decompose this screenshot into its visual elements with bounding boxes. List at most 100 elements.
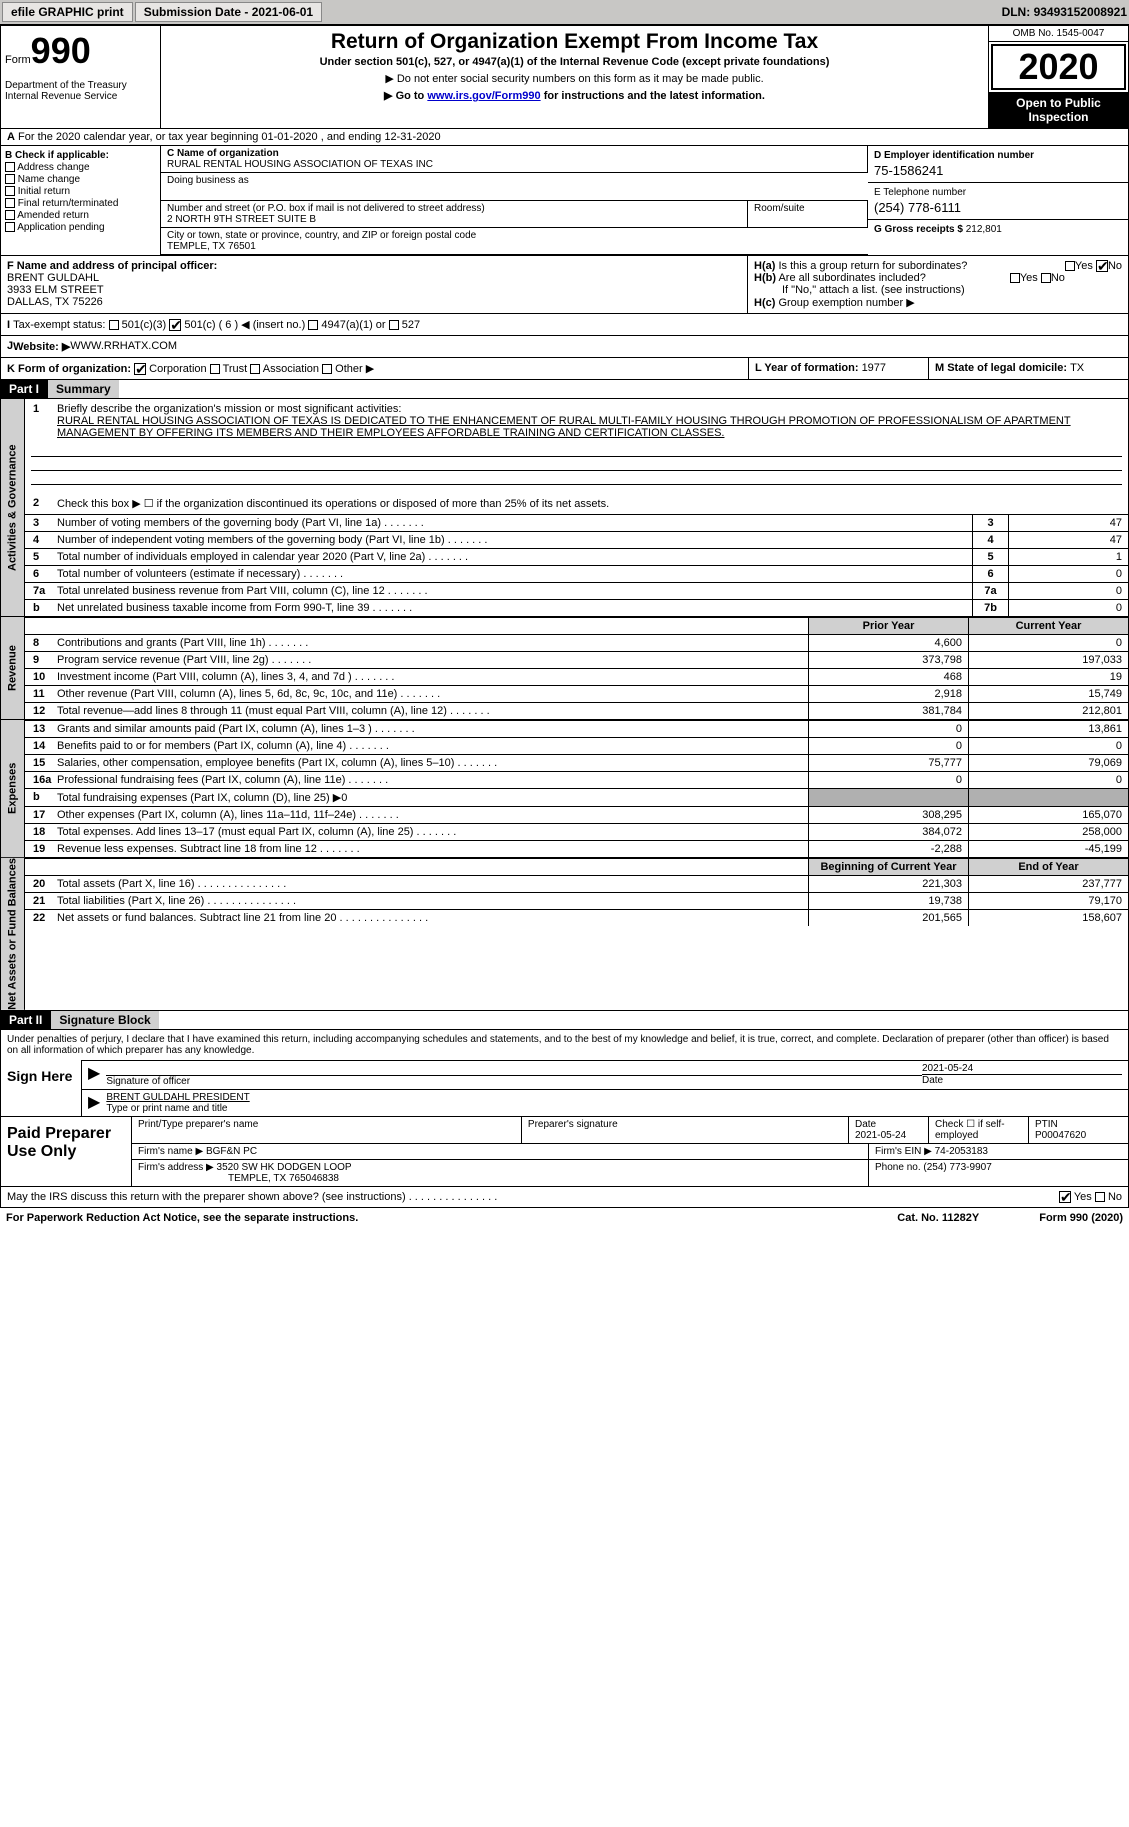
dln: DLN: 93493152008921 xyxy=(1002,5,1127,19)
balance-line-21: 21Total liabilities (Part X, line 26)19,… xyxy=(25,892,1128,909)
part2-header-row: Part IISignature Block xyxy=(0,1011,1129,1030)
revenue-line-11: 11Other revenue (Part VIII, column (A), … xyxy=(25,685,1128,702)
current-year-header: Current Year xyxy=(968,618,1128,634)
tel-value: (254) 778-6111 xyxy=(874,200,1122,215)
room-label: Room/suite xyxy=(754,203,805,214)
begin-year-header: Beginning of Current Year xyxy=(808,859,968,875)
chk-initial-return[interactable] xyxy=(5,186,15,196)
chk-4947[interactable] xyxy=(308,320,318,330)
preparer-block: Paid Preparer Use Only Print/Type prepar… xyxy=(0,1117,1129,1187)
website-value: WWW.RRHATX.COM xyxy=(70,340,177,353)
tel-label: E Telephone number xyxy=(874,187,966,198)
chk-ha-no[interactable] xyxy=(1096,260,1108,272)
ha-label: Is this a group return for subordinates? xyxy=(778,260,967,272)
tax-year: 2020 xyxy=(991,44,1126,90)
prior-year-header: Prior Year xyxy=(808,618,968,634)
summary-line-5: 5Total number of individuals employed in… xyxy=(25,548,1128,565)
chk-corporation[interactable] xyxy=(134,363,146,375)
chk-527[interactable] xyxy=(389,320,399,330)
prep-date-label: Date xyxy=(855,1119,876,1130)
vtab-balances: Net Assets or Fund Balances xyxy=(1,858,25,1010)
main-info-block: B Check if applicable: Address change Na… xyxy=(0,146,1129,256)
officer-city: DALLAS, TX 75226 xyxy=(7,296,103,308)
revenue-line-10: 10Investment income (Part VIII, column (… xyxy=(25,668,1128,685)
chk-hb-yes[interactable] xyxy=(1010,273,1020,283)
arrow-icon: ▶ xyxy=(88,1063,100,1087)
hb-label: Are all subordinates included? xyxy=(778,272,925,284)
submission-button[interactable]: Submission Date - 2021-06-01 xyxy=(135,2,322,22)
chk-association[interactable] xyxy=(250,364,260,374)
hb-note: If "No," attach a list. (see instruction… xyxy=(754,284,1122,296)
arrow-icon: ▶ xyxy=(88,1092,100,1114)
org-name-label: C Name of organization xyxy=(167,148,279,159)
chk-name-change[interactable] xyxy=(5,174,15,184)
irs-link[interactable]: www.irs.gov/Form990 xyxy=(427,90,540,102)
chk-501c[interactable] xyxy=(169,319,181,331)
chk-discuss-yes[interactable] xyxy=(1059,1191,1071,1203)
summary-line-4: 4Number of independent voting members of… xyxy=(25,531,1128,548)
part2-title: Signature Block xyxy=(50,1011,158,1029)
revenue-section: Revenue Prior YearCurrent Year 8Contribu… xyxy=(0,617,1129,720)
officer-label: F Name and address of principal officer: xyxy=(7,260,217,272)
chk-ha-yes[interactable] xyxy=(1065,261,1075,271)
hc-label: Group exemption number ▶ xyxy=(778,297,914,309)
part1-header-row: Part ISummary xyxy=(0,380,1129,399)
chk-discuss-no[interactable] xyxy=(1095,1192,1105,1202)
state-domicile: TX xyxy=(1070,362,1084,374)
gross-label: G Gross receipts $ xyxy=(874,224,966,235)
officer-street: 3933 ELM STREET xyxy=(7,284,104,296)
city: TEMPLE, TX 76501 xyxy=(167,241,256,252)
end-year-header: End of Year xyxy=(968,859,1128,875)
chk-application-pending[interactable] xyxy=(5,222,15,232)
chk-amended-return[interactable] xyxy=(5,210,15,220)
activities-governance-section: Activities & Governance 1Briefly describ… xyxy=(0,399,1129,617)
vtab-ag: Activities & Governance xyxy=(1,399,25,616)
chk-final-return[interactable] xyxy=(5,198,15,208)
firm-phone: (254) 773-9907 xyxy=(923,1162,991,1173)
city-label: City or town, state or province, country… xyxy=(167,230,476,241)
discuss-row: May the IRS discuss this return with the… xyxy=(0,1187,1129,1208)
part2-header: Part II xyxy=(1,1011,50,1029)
department: Department of the TreasuryInternal Reven… xyxy=(5,80,156,102)
revenue-line-8: 8Contributions and grants (Part VIII, li… xyxy=(25,634,1128,651)
expense-line-13: 13Grants and similar amounts paid (Part … xyxy=(25,720,1128,737)
street-label: Number and street (or P.O. box if mail i… xyxy=(167,203,485,214)
firm-ein: 74-2053183 xyxy=(935,1146,988,1157)
chk-501c3[interactable] xyxy=(109,320,119,330)
mission-text: RURAL RENTAL HOUSING ASSOCIATION OF TEXA… xyxy=(57,415,1071,439)
revenue-line-9: 9Program service revenue (Part VIII, lin… xyxy=(25,651,1128,668)
chk-address-change[interactable] xyxy=(5,162,15,172)
expense-line-16a: 16aProfessional fundraising fees (Part I… xyxy=(25,771,1128,788)
form-footer: Form 990 (2020) xyxy=(1039,1212,1123,1224)
sig-officer-label: Signature of officer xyxy=(106,1076,190,1087)
omb-number: OMB No. 1545-0047 xyxy=(989,26,1128,42)
summary-line-7b: bNet unrelated business taxable income f… xyxy=(25,599,1128,616)
officer-name: BRENT GULDAHL xyxy=(7,272,99,284)
fgh-row: F Name and address of principal officer:… xyxy=(0,256,1129,314)
efile-button[interactable]: efile GRAPHIC print xyxy=(2,2,133,22)
chk-trust[interactable] xyxy=(210,364,220,374)
year-formation: 1977 xyxy=(862,362,886,374)
col-b-checkboxes: B Check if applicable: Address change Na… xyxy=(1,146,161,255)
signature-block: Under penalties of perjury, I declare th… xyxy=(0,1030,1129,1117)
ein-value: 75-1586241 xyxy=(874,163,1122,178)
form-number: 990 xyxy=(31,30,91,71)
line1-label: Briefly describe the organization's miss… xyxy=(57,403,401,415)
instruction-1: ▶ Do not enter social security numbers o… xyxy=(169,72,980,85)
chk-other[interactable] xyxy=(322,364,332,374)
preparer-label: Paid Preparer Use Only xyxy=(1,1117,131,1186)
vtab-revenue: Revenue xyxy=(1,617,25,719)
expense-line-17: 17Other expenses (Part IX, column (A), l… xyxy=(25,806,1128,823)
ptin-label: PTIN xyxy=(1035,1119,1058,1130)
expense-line-15: 15Salaries, other compensation, employee… xyxy=(25,754,1128,771)
firm-name: BGF&N PC xyxy=(206,1146,257,1157)
row-a-period: A For the 2020 calendar year, or tax yea… xyxy=(0,129,1129,146)
prep-self-employed: Check ☐ if self-employed xyxy=(928,1117,1028,1143)
firm-city: TEMPLE, TX 765046838 xyxy=(138,1173,339,1184)
sig-intro: Under penalties of perjury, I declare th… xyxy=(1,1030,1128,1060)
chk-hb-no[interactable] xyxy=(1041,273,1051,283)
part1-header: Part I xyxy=(1,380,47,398)
sign-here-label: Sign Here xyxy=(1,1060,81,1116)
revenue-line-12: 12Total revenue—add lines 8 through 11 (… xyxy=(25,702,1128,719)
part1-title: Summary xyxy=(47,380,119,398)
